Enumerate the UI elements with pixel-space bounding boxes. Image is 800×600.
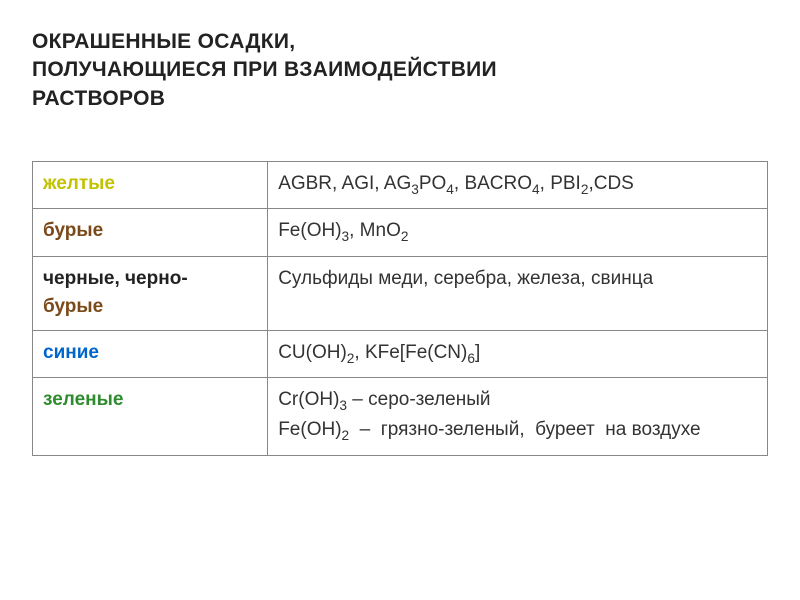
table-row: синиеCU(OH)2, KFe[Fe(CN)6]: [33, 330, 768, 377]
compounds-cell: CU(OH)2, KFe[Fe(CN)6]: [268, 330, 768, 377]
compounds-cell: AGBR, AGI, AG3PO4, BACRO4, PBI2,CDS: [268, 162, 768, 209]
table-row: зеленыеCr(OH)3 – серо-зеленыйFe(OH)2 – г…: [33, 378, 768, 456]
color-label-cell: желтые: [33, 162, 268, 209]
table-row: желтыеAGBR, AGI, AG3PO4, BACRO4, PBI2,CD…: [33, 162, 768, 209]
color-label-cell: зеленые: [33, 378, 268, 456]
title-line-1: ОКРАШЕННЫЕ ОСАДКИ,: [32, 30, 295, 53]
title-line-2: ПОЛУЧАЮЩИЕСЯ ПРИ ВЗАИМОДЕЙСТВИИ: [32, 58, 497, 81]
precipitate-table: желтыеAGBR, AGI, AG3PO4, BACRO4, PBI2,CD…: [32, 161, 768, 456]
compounds-cell: Fe(OH)3, MnO2: [268, 209, 768, 256]
color-label-cell: черные, черно-бурые: [33, 256, 268, 330]
color-label-cell: синие: [33, 330, 268, 377]
table-row: бурыеFe(OH)3, MnO2: [33, 209, 768, 256]
compounds-cell: Cr(OH)3 – серо-зеленыйFe(OH)2 – грязно-з…: [268, 378, 768, 456]
table-row: черные, черно-бурыеСульфиды меди, серебр…: [33, 256, 768, 330]
page-title: ОКРАШЕННЫЕ ОСАДКИ, ПОЛУЧАЮЩИЕСЯ ПРИ ВЗАИ…: [32, 28, 768, 113]
compounds-cell: Сульфиды меди, серебра, железа, свинца: [268, 256, 768, 330]
color-label-cell: бурые: [33, 209, 268, 256]
title-line-3: РАСТВОРОВ: [32, 87, 165, 110]
